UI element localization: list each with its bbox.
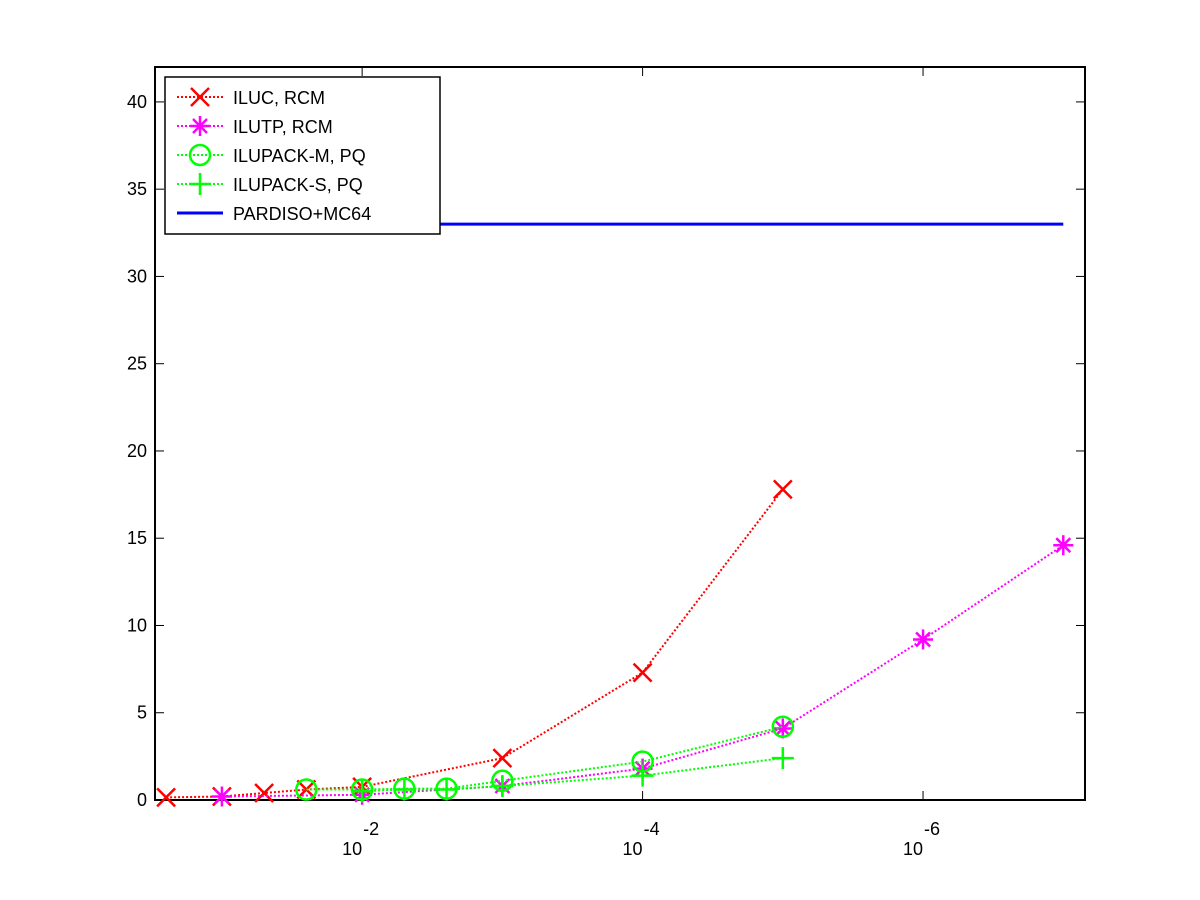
marker [189, 173, 211, 195]
series-line [362, 757, 783, 793]
marker [913, 629, 934, 650]
legend-label: ILUPACK-S, PQ [233, 175, 363, 195]
marker [491, 775, 514, 798]
plot-frame [154, 66, 1086, 801]
y-tick-label: 35 [127, 179, 147, 199]
series-line [306, 725, 784, 791]
series-line [166, 488, 784, 799]
marker [772, 718, 793, 739]
marker [393, 778, 416, 801]
y-tick-label: 30 [127, 266, 147, 286]
marker [632, 662, 653, 683]
marker [492, 748, 513, 768]
marker [190, 87, 210, 107]
y-tick-label: 25 [127, 354, 147, 374]
y-tick-label: 20 [127, 441, 147, 461]
marker [631, 764, 654, 787]
marker [435, 778, 458, 801]
marker [771, 715, 795, 738]
x-tick-label: 10 [903, 839, 923, 859]
x-tick-label: 10 [623, 839, 643, 859]
legend-label: ILUTP, RCM [233, 117, 333, 137]
marker [351, 780, 374, 803]
legend-label: ILUPACK-M, PQ [233, 146, 366, 166]
marker [156, 787, 176, 808]
legend: ILUC, RCM ILUTP, RCM ILUPACK-M, PQ ILUPACK-… [164, 76, 441, 235]
y-tick-label: 5 [137, 703, 147, 723]
marker [190, 116, 210, 136]
legend-label: PARDISO+MC64 [233, 204, 371, 224]
x-tick-exponent: -4 [644, 819, 660, 839]
y-tick-label: 10 [127, 615, 147, 635]
marker [295, 778, 318, 801]
x-tick-exponent: -6 [924, 819, 940, 839]
marker [772, 479, 793, 500]
y-tick-label: 0 [137, 790, 147, 810]
marker [188, 143, 212, 167]
x-tick-exponent: -2 [363, 819, 379, 839]
marker [254, 783, 275, 803]
marker [771, 747, 794, 770]
marker [1053, 535, 1074, 556]
legend-label: ILUC, RCM [233, 88, 325, 108]
y-tick-label: 40 [127, 92, 147, 112]
y-tick-label: 15 [127, 528, 147, 548]
x-tick-label: 10 [342, 839, 362, 859]
marker [211, 786, 232, 807]
